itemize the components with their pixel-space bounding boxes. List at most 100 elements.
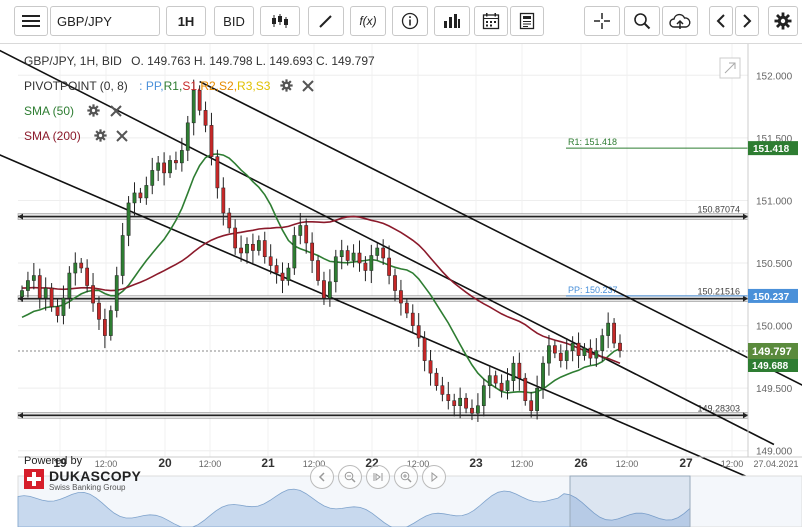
nav-forward-button[interactable] [422,465,446,489]
legend-sma50: SMA (50) [24,104,122,120]
pivot-remove-button[interactable] [302,79,314,95]
candle-body [470,407,474,414]
scroll-left-button[interactable] [709,6,733,36]
candle [499,374,504,398]
candle [191,79,196,136]
candle [239,235,243,262]
price-type-button[interactable]: BID [214,6,254,36]
share-button[interactable] [662,6,698,36]
candle [227,207,232,233]
candle [298,212,303,245]
candle-body [499,382,504,391]
nav-zoom-out-button[interactable] [338,465,362,489]
candle [399,279,403,316]
candle-body [55,306,60,316]
close-icon [109,104,122,117]
timeframe-button[interactable]: 1H [166,6,206,36]
candle-body [227,212,232,229]
expand-icon [724,62,736,74]
chart-type-button[interactable] [260,6,300,36]
pivot-item: : PP, [139,79,164,94]
candle-body [564,350,569,361]
candle-body [458,397,463,406]
candle [197,85,202,116]
candle-body [416,325,421,339]
candle [168,155,172,178]
gear-icon [87,104,100,117]
draw-tool-button[interactable] [308,6,344,36]
candle [416,313,421,347]
candle-body [316,260,320,281]
menu-button[interactable] [14,6,48,36]
nav-reset-button[interactable] [366,465,390,489]
candle [150,157,155,195]
candle [428,349,433,386]
candle-body [156,162,161,171]
candle [203,101,208,133]
sma200-line [21,215,621,364]
x-tick-label: 20 [158,456,172,470]
candle [523,373,528,406]
trend-line [199,80,802,386]
close-icon [302,79,314,92]
sma50-settings-button[interactable] [87,104,100,120]
candle [26,271,30,298]
candle-body [606,322,611,336]
scroll-right-button[interactable] [735,6,759,36]
candle [274,258,279,284]
pivot-label: PIVOTPOINT (0, 8) [24,79,128,94]
candle [245,237,249,264]
chart-area[interactable]: 150.87074 150.21516 149.28303 R1: 151.418 PP… [0,44,802,529]
sma50-remove-button[interactable] [109,104,122,120]
candle-body [535,387,539,411]
nav-back-button[interactable] [310,465,334,489]
x-tick-label: 12:00 [407,459,430,469]
pivot-settings-button[interactable] [280,79,293,95]
candle-body [108,310,113,336]
candle [49,283,54,312]
indicators-button[interactable]: f(x) [350,6,386,36]
candle [174,151,178,170]
settings-button[interactable] [768,6,798,36]
navigator-window[interactable] [569,475,691,528]
sma200-settings-button[interactable] [94,129,107,145]
reset-icon [373,473,383,481]
level-label: 149.28303 [697,403,740,413]
candle-body [612,322,616,344]
candle-body [328,281,332,299]
legend-ohlc: GBP/JPY, 1H, BID O. 149.763 H. 149.798 L… [24,54,375,68]
y-tick-label: 149.500 [756,384,793,395]
candle [452,393,457,417]
candle-body [487,375,492,386]
candle-body [618,342,622,351]
news-button[interactable] [510,6,544,36]
symbol-text: GBP/JPY [57,13,112,29]
trend-line [0,49,775,446]
navigator[interactable] [17,475,802,529]
candle [517,352,522,391]
candle [132,182,137,216]
candle-body [20,290,24,298]
pivot-item: S3 [255,79,271,94]
sma200-remove-button[interactable] [116,129,129,145]
symbol-selector[interactable]: GBP/JPY [50,6,160,36]
candle [97,296,101,330]
candle [552,340,557,359]
y-tick-label: 150.000 [756,322,793,333]
calendar-button[interactable] [474,6,508,36]
pivot-item: R1, [163,79,183,94]
x-tick-label: 27.04.2021 [753,459,798,469]
last-price-tag-bg [748,342,798,359]
price-chart[interactable]: 150.87074 150.21516 149.28303 R1: 151.418 PP… [0,44,802,529]
candle-body [493,375,498,384]
info-button[interactable] [392,6,428,36]
candle-body [588,347,593,359]
crosshair-button[interactable] [584,6,620,36]
zoom-button[interactable] [624,6,660,36]
candle-body [393,275,397,291]
nav-zoom-in-button[interactable] [394,465,418,489]
candle [387,245,391,285]
candle [600,328,605,362]
volume-button[interactable] [434,6,470,36]
candle-body [511,362,516,381]
